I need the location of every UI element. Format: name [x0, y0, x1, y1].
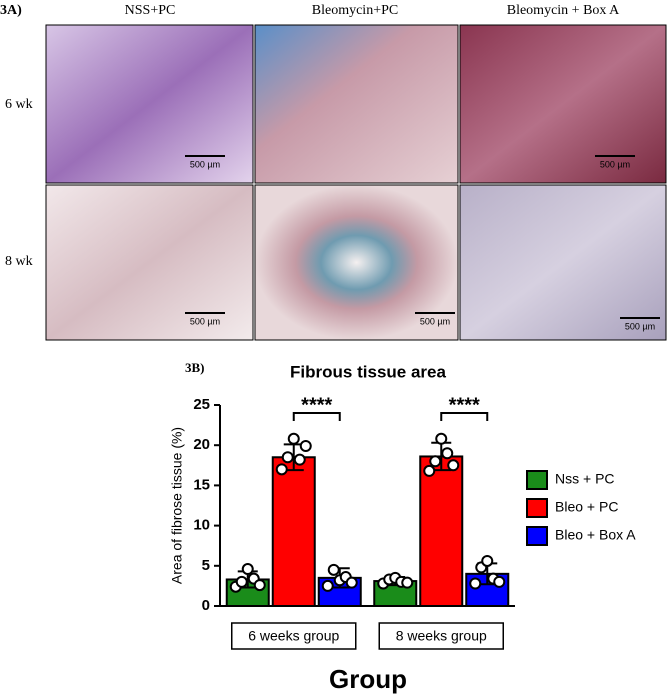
x-axis-label: Group [329, 664, 407, 694]
row-label: 6 wk [5, 97, 33, 112]
data-point [429, 455, 442, 468]
legend-swatch [526, 526, 548, 546]
column-header: Bleomycin+PC [312, 3, 398, 18]
data-point [447, 459, 460, 472]
micrograph [459, 24, 667, 184]
scale-bar-label: 500 µm [625, 321, 655, 331]
legend-swatch [526, 498, 548, 518]
panel-label: 3A) [0, 3, 22, 18]
category-box [378, 622, 504, 650]
y-tick-label: 25 [193, 396, 210, 413]
micrographs [45, 24, 667, 341]
y-tick-label: 20 [193, 436, 210, 453]
data-point [281, 451, 294, 464]
row-label: 8 wk [5, 254, 33, 269]
y-tick-label: 5 [202, 557, 210, 574]
micrograph [254, 24, 459, 184]
scale-bar-label: 500 µm [420, 316, 450, 326]
data-point [253, 579, 266, 592]
y-tick-label: 15 [193, 476, 210, 493]
chart-title: Fibrous tissue area [290, 362, 446, 381]
y-axis-label: Area of fibrose tissue (%) [169, 427, 185, 584]
significance-label: **** [449, 394, 480, 416]
category-box [231, 622, 357, 650]
micrograph [45, 184, 254, 341]
legend-label: Bleo + Box A [555, 527, 636, 543]
data-point [401, 576, 414, 589]
data-point [287, 432, 300, 445]
scale-bar-label: 500 µm [600, 159, 630, 169]
y-tick-label: 0 [202, 597, 210, 614]
bar [419, 455, 464, 607]
significance-bracket [440, 412, 489, 421]
data-point [235, 575, 248, 588]
data-point [441, 447, 454, 460]
data-point [275, 463, 288, 476]
bar [271, 456, 316, 608]
micrograph [459, 184, 667, 341]
data-point [299, 440, 312, 453]
data-point [327, 563, 340, 576]
legend-swatch [526, 470, 548, 490]
micrograph [254, 184, 459, 341]
panel-label: 3B) [185, 360, 205, 375]
data-point [435, 432, 448, 445]
x-tick-label: 8 weeks group [396, 628, 487, 644]
data-point [345, 576, 358, 589]
data-point [493, 575, 506, 588]
x-tick-label: 6 weeks group [248, 628, 339, 644]
significance-bracket [292, 412, 341, 421]
y-tick-label: 10 [193, 517, 210, 534]
data-point [469, 577, 482, 590]
legend-label: Nss + PC [555, 471, 615, 487]
legend-label: Bleo + PC [555, 499, 618, 515]
micrograph [45, 24, 254, 184]
scale-bar-label: 500 µm [190, 159, 220, 169]
data-point [241, 563, 254, 576]
data-point [321, 579, 334, 592]
column-header: Bleomycin + Box A [507, 3, 620, 18]
data-point [293, 453, 306, 466]
significance-label: **** [301, 394, 332, 416]
scale-bar-label: 500 µm [190, 316, 220, 326]
data-point [423, 464, 436, 477]
column-header: NSS+PC [125, 3, 176, 18]
data-point [481, 554, 494, 567]
